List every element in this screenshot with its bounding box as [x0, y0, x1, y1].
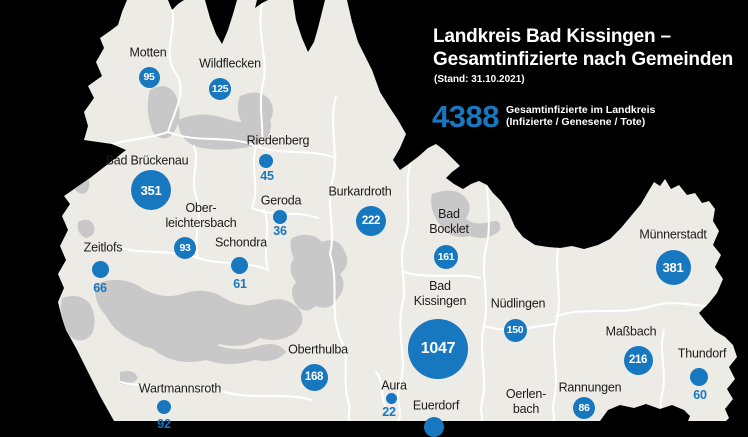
- forest-patches: [61, 86, 501, 385]
- black-overlay-south-east: [600, 404, 690, 421]
- infection-bubble-oberthulba: 168: [300, 363, 328, 391]
- date-note: (Stand: 31.10.2021): [434, 74, 525, 85]
- infection-bubble-massbach: 216: [623, 345, 653, 375]
- infection-count-zeitlofs: 66: [93, 281, 107, 295]
- infection-bubble-rannungen: 86: [573, 397, 595, 419]
- infection-count-aura: 22: [382, 405, 396, 419]
- municipality-label-wartmannsroth: Wartmannsroth: [138, 381, 222, 396]
- municipality-label-zeitlofs: Zeitlofs: [83, 240, 123, 255]
- infographic-canvas: { "header": { "title_line1": "Landkreis …: [58, 0, 737, 437]
- municipality-label-bad-bruckenau: Bad Brückenau: [105, 153, 189, 168]
- municipality-label-geroda: Geroda: [260, 193, 302, 208]
- infection-bubble-bad-bocklet: 161: [434, 245, 458, 269]
- infection-count-geroda: 36: [273, 224, 287, 238]
- infection-bubble-schondra: [230, 256, 248, 274]
- infographic-title: Landkreis Bad Kissingen – Gesamtinfizier…: [433, 25, 733, 71]
- district-map: [58, 0, 737, 421]
- infection-bubble-riedenberg: [259, 154, 273, 168]
- infection-bubble-geroda: [273, 210, 287, 224]
- municipality-label-motten: Motten: [129, 45, 167, 60]
- infection-bubble-burkardroth: 222: [356, 206, 386, 236]
- infection-bubble-nudlingen: 150: [503, 318, 527, 342]
- infection-bubble-euerdorf: [424, 417, 444, 437]
- municipality-label-rannungen: Rannungen: [558, 380, 622, 395]
- infection-bubble-motten: 95: [138, 66, 160, 88]
- total-caption-line-2: (Infizierte / Genesene / Tote): [506, 116, 646, 128]
- infection-bubble-munnerstadt: 381: [655, 249, 691, 285]
- municipality-label-munnerstadt: Münnerstadt: [639, 227, 707, 242]
- total-infected-caption: Gesamtinfizierte im Landkreis (Infiziert…: [506, 104, 655, 128]
- infection-bubble-zeitlofs: [91, 260, 109, 278]
- infection-count-thundorf: 60: [693, 388, 707, 402]
- infection-bubble-thundorf: [690, 368, 708, 386]
- municipality-label-thundorf: Thundorf: [677, 346, 727, 361]
- infection-bubble-oberleichtersbach: 93: [174, 237, 196, 259]
- infection-bubble-aura: [385, 392, 397, 404]
- municipality-label-oberthulba: Oberthulba: [288, 342, 348, 357]
- municipality-label-nudlingen: Nüdlingen: [490, 296, 546, 311]
- municipality-label-riedenberg: Riedenberg: [246, 133, 310, 148]
- infection-bubble-wildflecken: 125: [209, 78, 231, 100]
- municipality-label-massbach: Maßbach: [605, 324, 657, 339]
- municipality-label-schondra: Schondra: [215, 235, 267, 250]
- infection-count-riedenberg: 45: [260, 169, 274, 183]
- municipality-label-burkardroth: Burkardroth: [328, 184, 392, 199]
- municipality-label-bad-bocklet: Bad Bocklet: [429, 207, 469, 236]
- title-line-2: Gesamtinfizierte nach Gemeinden: [433, 49, 733, 70]
- municipality-label-bad-kissingen: Bad Kissingen: [413, 279, 467, 308]
- municipality-label-euerdorf: Euerdorf: [412, 398, 460, 413]
- infection-bubble-bad-bruckenau: 351: [131, 170, 171, 210]
- infection-bubble-wartmannsroth: [157, 400, 171, 414]
- total-caption-line-1: Gesamtinfizierte im Landkreis: [506, 104, 656, 116]
- municipality-label-oerlenbach: Oerlen-bach: [505, 387, 547, 416]
- infection-count-wartmannsroth: 92: [157, 417, 171, 431]
- municipality-label-wildflecken: Wildflecken: [199, 56, 261, 71]
- municipality-label-aura: Aura: [381, 378, 407, 393]
- total-infected-value: 4388: [432, 99, 499, 134]
- municipality-label-oberleichtersbach: Ober-leichtersbach: [165, 201, 237, 230]
- infection-bubble-bad-kissingen: 1047: [408, 319, 468, 379]
- infection-count-schondra: 61: [233, 277, 247, 291]
- title-line-1: Landkreis Bad Kissingen –: [433, 26, 671, 47]
- municipal-borders: [103, 1, 717, 421]
